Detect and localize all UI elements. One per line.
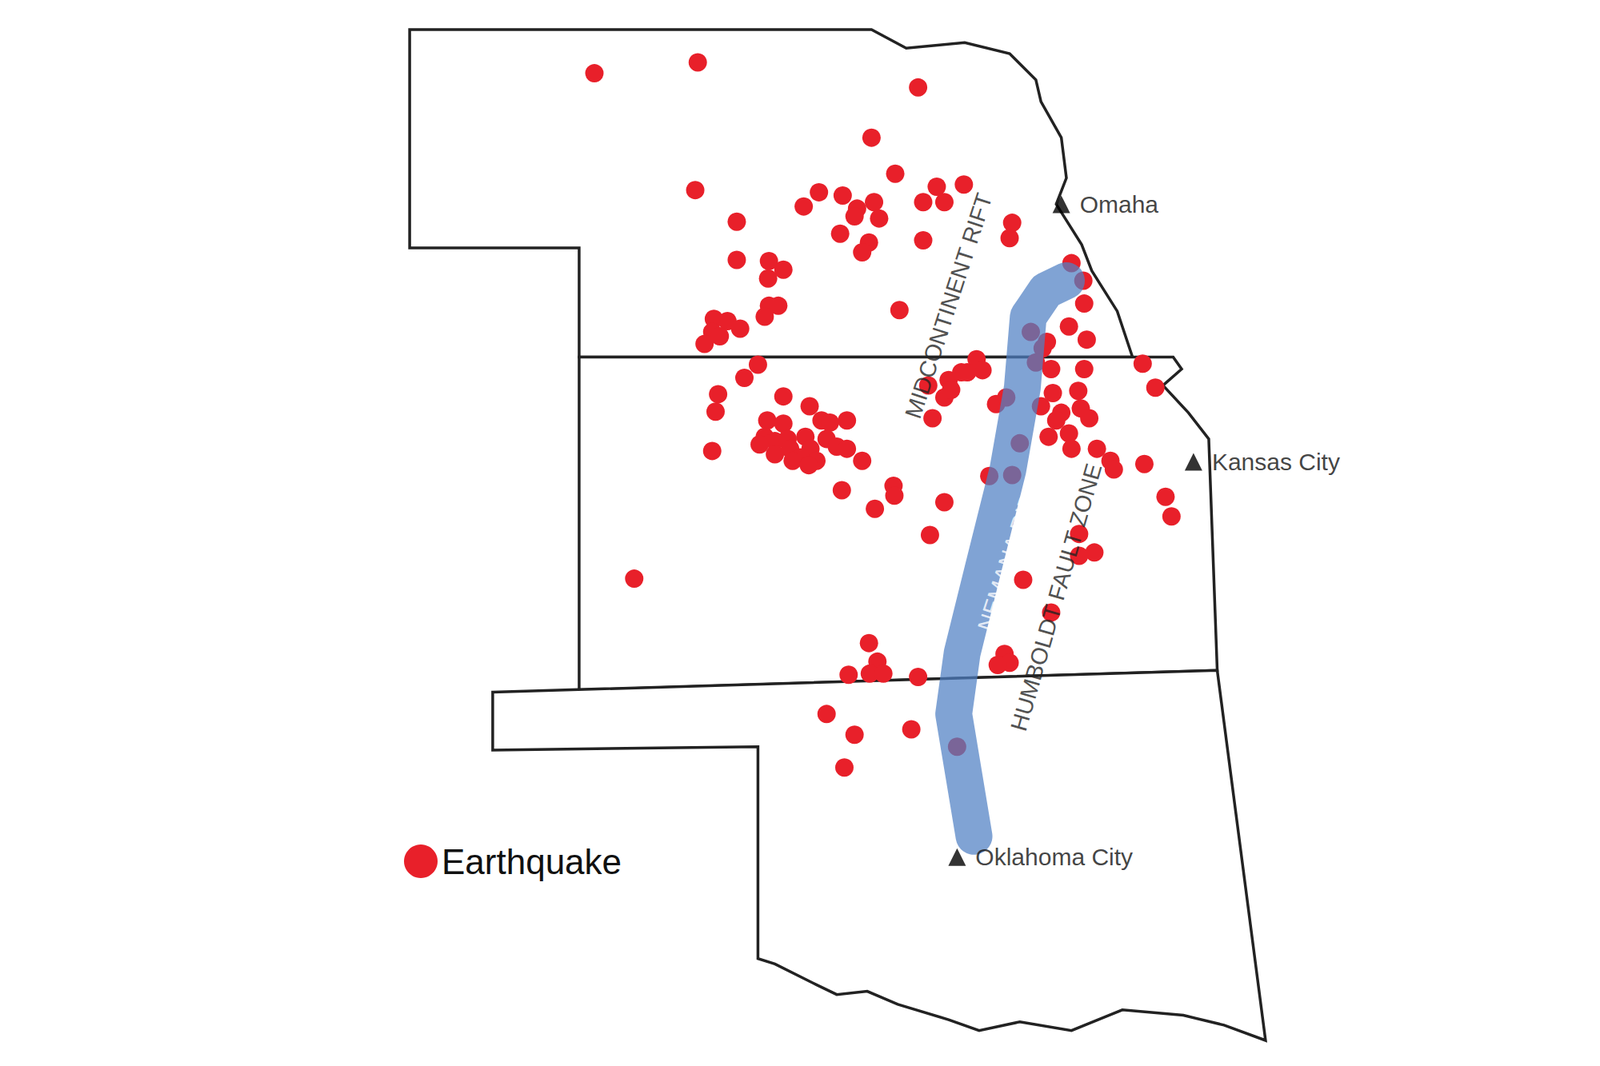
svg-text:HUMBOLDT FAULT ZONE: HUMBOLDT FAULT ZONE — [1005, 460, 1107, 735]
svg-text:Earthquake: Earthquake — [441, 842, 622, 882]
svg-text:Omaha: Omaha — [1080, 191, 1160, 218]
svg-text:Oklahoma City: Oklahoma City — [975, 844, 1133, 871]
svg-text:NEMANA RIDGE: NEMANA RIDGE — [972, 457, 1052, 635]
svg-text:MIDCONTINENT RIFT: MIDCONTINENT RIFT — [900, 189, 997, 422]
svg-text:Kansas City: Kansas City — [1212, 448, 1340, 476]
